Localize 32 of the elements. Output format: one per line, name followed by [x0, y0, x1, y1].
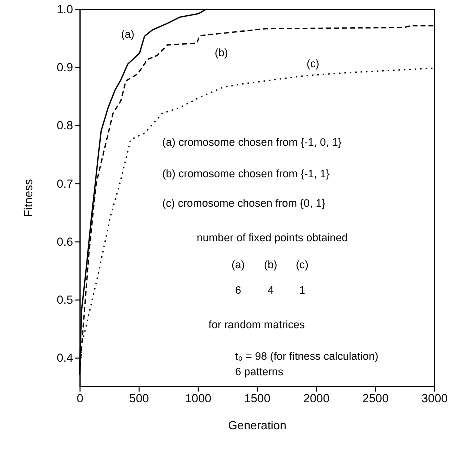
- annotation: (a): [121, 28, 135, 41]
- y-tick-label: 0.4: [56, 350, 74, 365]
- x-tick-label: 500: [130, 392, 150, 406]
- annotation: t₀ = 98 (for fitness calculation): [235, 350, 379, 363]
- x-tick-label: 2500: [362, 392, 390, 406]
- annotation: 6 patterns: [235, 366, 284, 379]
- annotation: 4: [268, 284, 274, 297]
- y-tick-label: 0.7: [56, 176, 74, 191]
- annotation: (b) cromosome chosen from {-1, 1}: [162, 168, 330, 181]
- annotation: for random matrices: [208, 319, 306, 332]
- annotation: (c): [306, 58, 320, 70]
- y-tick-label: 0.8: [56, 118, 74, 133]
- x-axis-title: Generation: [228, 418, 287, 432]
- y-tick-label: 0.5: [56, 292, 74, 307]
- annotation: (a) cromosome chosen from {-1, 0, 1}: [162, 137, 342, 150]
- y-tick-label: 0.6: [56, 234, 74, 249]
- x-tick-label: 1500: [244, 392, 272, 406]
- y-tick-label: 0.9: [56, 60, 74, 75]
- x-tick-label: 3000: [422, 392, 448, 406]
- y-axis-title: Fitness: [21, 179, 36, 218]
- annotation: 1: [299, 284, 306, 297]
- annotation: number of fixed points obtained: [196, 232, 348, 245]
- annotation: (c) cromosome chosen from {0, 1}: [162, 198, 326, 210]
- annotation: (c): [296, 259, 309, 272]
- annotation: (a): [232, 259, 245, 272]
- annotation: (b): [264, 259, 278, 272]
- x-tick-label: 2000: [304, 392, 330, 406]
- annotation: (b): [214, 47, 228, 60]
- y-tick-label: 1.0: [56, 2, 74, 17]
- x-tick-label: 1000: [185, 392, 212, 406]
- x-tick-label: 0: [76, 392, 84, 406]
- annotation: 6: [235, 284, 242, 297]
